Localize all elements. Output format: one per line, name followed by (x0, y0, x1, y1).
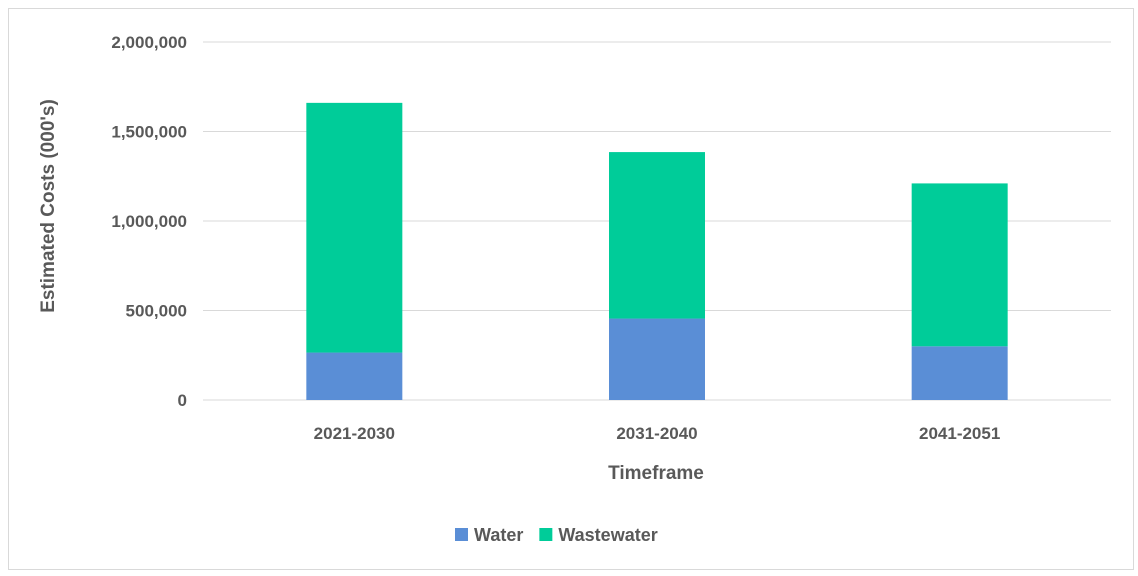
y-axis-title: Estimated Costs (000's) (38, 99, 59, 313)
bar-wastewater-2021-2030 (306, 102, 403, 353)
legend-swatch-water (455, 528, 468, 541)
bars (306, 102, 1008, 400)
legend-label-wastewater: Wastewater (558, 525, 657, 545)
legend-swatch-wastewater (539, 528, 553, 541)
legend: Water Wastewater (455, 525, 658, 545)
bar-water-2021-2030 (306, 352, 403, 400)
bar-water-2041-2051 (911, 346, 1008, 400)
x-tick-label: 2031-2040 (616, 424, 697, 443)
x-tick-label: 2041-2051 (919, 424, 1000, 443)
y-tick-label: 1,000,000 (111, 212, 187, 231)
bar-water-2031-2040 (609, 318, 705, 400)
y-tick-label: 2,000,000 (111, 33, 187, 52)
bar-wastewater-2031-2040 (609, 152, 705, 319)
x-axis-title: Timeframe (608, 463, 704, 484)
bar-wastewater-2041-2051 (911, 183, 1008, 347)
y-axis-ticks: 0 500,000 1,000,000 1,500,000 2,000,000 (111, 33, 187, 410)
y-tick-label: 1,500,000 (111, 123, 187, 142)
x-tick-label: 2021-2030 (314, 424, 395, 443)
y-tick-label: 0 (178, 391, 187, 410)
stacked-bar-chart: 0 500,000 1,000,000 1,500,000 2,000,000 2021… (38, 33, 1111, 545)
legend-label-water: Water (474, 525, 523, 545)
x-axis-ticks: 2021-2030 2031-2040 2041-2051 (314, 424, 1001, 443)
chart-area: 0 500,000 1,000,000 1,500,000 2,000,000 2021… (8, 8, 1134, 570)
y-tick-label: 500,000 (126, 302, 187, 321)
